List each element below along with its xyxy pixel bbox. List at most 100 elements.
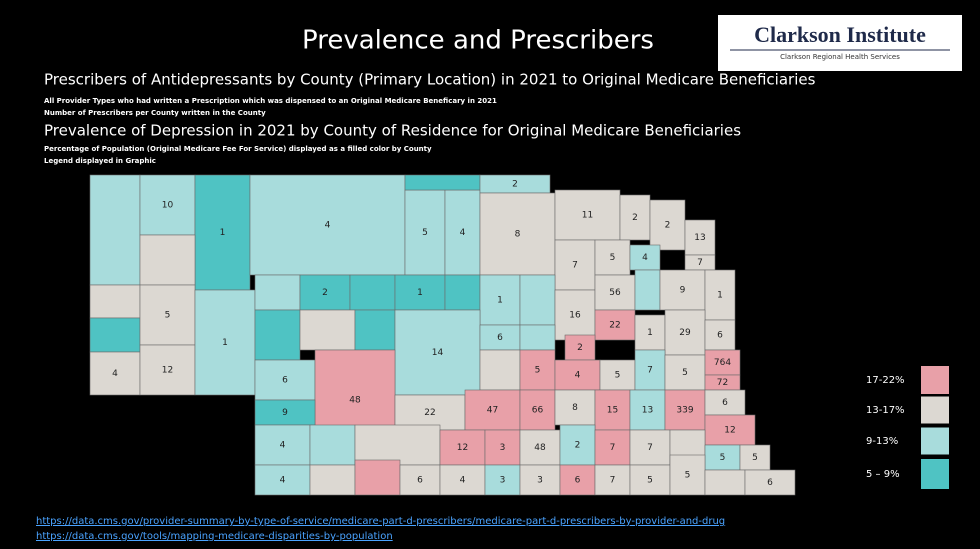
county-label: 13 (694, 233, 705, 243)
link[interactable]: https://data.cms.gov/provider-summary-by… (36, 516, 725, 527)
county-label: 3 (537, 476, 543, 486)
logo-title: Clarkson Institute (754, 22, 926, 47)
county-label: 7 (610, 443, 616, 453)
county-label: 4 (575, 371, 581, 381)
county-label: 7 (610, 476, 616, 486)
county-label: 1 (497, 296, 503, 306)
county-label: 4 (460, 228, 466, 238)
title: Prevalence and Prescribers (302, 26, 654, 56)
county (629, 244, 661, 271)
county-label: 1 (647, 328, 653, 338)
county-label: 4 (325, 221, 331, 231)
note: Legend displayed in Graphic (44, 157, 156, 165)
county-label: 8 (572, 403, 578, 413)
county (254, 399, 316, 426)
county (594, 464, 631, 496)
legend-label: 9-13% (866, 436, 898, 447)
county (704, 414, 756, 446)
link[interactable]: https://data.cms.gov/tools/mapping-medic… (36, 531, 393, 542)
county-label: 6 (722, 398, 728, 408)
county-label: 72 (717, 378, 728, 388)
county-label: 1 (717, 291, 723, 301)
county (519, 274, 556, 326)
county-label: 2 (512, 180, 518, 190)
county (139, 234, 196, 286)
county-label: 29 (679, 328, 691, 338)
county-label: 9 (282, 408, 288, 418)
county-label: 5 (615, 371, 621, 381)
county (519, 429, 561, 466)
county (444, 189, 481, 276)
county (394, 309, 481, 396)
county-label: 6 (282, 376, 288, 386)
county-label: 10 (162, 201, 174, 211)
county-label: 66 (532, 406, 544, 416)
county (629, 389, 666, 431)
county (399, 464, 441, 496)
county (559, 464, 596, 496)
county-label: 5 (685, 471, 691, 481)
county (664, 354, 706, 391)
county (479, 274, 521, 326)
county-label: 4 (112, 369, 118, 379)
county-label: 48 (349, 396, 361, 406)
heading: Prescribers of Antidepressants by County… (44, 71, 816, 89)
county (354, 309, 396, 351)
county (249, 174, 406, 276)
county (139, 174, 196, 236)
county-label: 47 (487, 406, 498, 416)
county (634, 269, 661, 311)
county-label: 5 (752, 453, 758, 463)
county-label: 1 (417, 288, 423, 298)
county-label: 7 (697, 258, 703, 268)
county-label: 2 (322, 288, 328, 298)
county (349, 274, 396, 311)
county (704, 469, 746, 496)
county (704, 389, 746, 416)
county (634, 349, 666, 391)
county-label: 1 (220, 228, 226, 238)
county-label: 4 (642, 253, 648, 263)
county (629, 464, 671, 496)
county-label: 8 (515, 230, 521, 240)
county (704, 349, 741, 376)
county (484, 429, 521, 466)
note: Percentage of Population (Original Medic… (44, 145, 432, 153)
county-label: 6 (717, 331, 723, 341)
county-label: 6 (575, 476, 581, 486)
county (664, 309, 706, 356)
legend: 17-22% 13-17% 9-13% 5 – 9% (866, 366, 949, 489)
county-label: 12 (724, 426, 735, 436)
county (439, 429, 486, 466)
county (519, 389, 556, 431)
county-label: 11 (582, 211, 593, 221)
county-label: 5 (422, 228, 428, 238)
county (89, 351, 141, 396)
county-label: 5 (165, 311, 171, 321)
county (744, 469, 796, 496)
county (394, 274, 446, 311)
county-label: 2 (632, 213, 638, 223)
legend-swatch (921, 366, 949, 394)
legend-label: 17-22% (866, 375, 905, 386)
county-label: 2 (577, 343, 583, 353)
county-label: 7 (572, 261, 578, 271)
county-label: 5 (682, 368, 688, 378)
county-label: 56 (609, 288, 621, 298)
county (519, 464, 561, 496)
county (479, 192, 556, 276)
county (564, 334, 596, 361)
county (684, 219, 716, 256)
logo-box (718, 15, 962, 71)
county-label: 48 (534, 443, 546, 453)
county (89, 317, 141, 353)
county-label: 5 (535, 366, 541, 376)
county (194, 289, 256, 396)
county-label: 9 (680, 286, 686, 296)
county-label: 1 (222, 338, 228, 348)
county-label: 4 (280, 441, 286, 451)
county (554, 239, 596, 291)
county (594, 309, 636, 341)
county (89, 174, 141, 286)
